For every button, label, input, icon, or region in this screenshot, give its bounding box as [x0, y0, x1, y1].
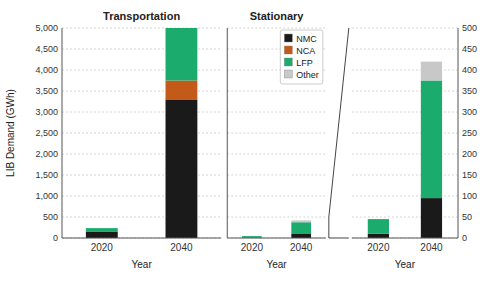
legend-label: Other	[296, 70, 319, 80]
grid-line	[62, 238, 221, 239]
legend-swatch	[284, 58, 292, 66]
y-axis-line	[227, 28, 228, 238]
x-axis-line	[352, 238, 458, 239]
bar-segment	[421, 62, 442, 81]
bar-segment	[291, 234, 311, 238]
y-tick-label: 1,000	[35, 191, 58, 201]
legend-swatch	[284, 34, 292, 42]
bar-segment	[368, 219, 389, 234]
grid-line	[227, 91, 326, 92]
zoom-connector	[329, 28, 349, 238]
grid-line	[352, 49, 458, 50]
x-axis-label: Year	[266, 259, 287, 270]
y-tick-label: 5,000	[35, 23, 58, 33]
bars	[368, 62, 442, 238]
legend-label: NMC	[296, 34, 317, 44]
y-tick-label: 4,000	[35, 65, 58, 75]
legend-label: NCA	[296, 46, 315, 56]
y-axis-line	[62, 28, 63, 238]
y-tick-label: 0	[462, 233, 467, 243]
y-tick-label: 100	[462, 191, 477, 201]
y-tick-label: 500	[43, 212, 58, 222]
bar-segment	[291, 222, 311, 234]
y-tick-label: 400	[462, 65, 477, 75]
y-tick-label: 50	[462, 212, 472, 222]
y-tick-label: 3,000	[35, 107, 58, 117]
y-axis-label: LIB Demand (GWh)	[5, 89, 16, 177]
bar-segment	[421, 81, 442, 199]
bar-segment	[368, 219, 389, 220]
chart-canvas: 05001,0001,5002,0002,5003,0003,5004,0004…	[0, 0, 500, 289]
x-tick-label: 2040	[420, 242, 443, 253]
y-tick-label: 2,500	[35, 128, 58, 138]
legend-swatch	[284, 70, 292, 78]
connector-line	[328, 217, 329, 238]
panel: 0 50 100 150 200 250 300 350 400 450 500 2020 2040 Ye…	[352, 23, 477, 270]
y-axis-line	[458, 28, 459, 238]
panel: 2020 2040 Stationary Year NMC NCA LFP Other	[227, 10, 326, 270]
grid-line	[227, 175, 326, 176]
x-tick-label: 2040	[170, 242, 193, 253]
y-tick-label: 250	[462, 128, 477, 138]
bar-segment	[368, 234, 389, 238]
x-axis-line	[62, 238, 221, 239]
bar-segment	[86, 231, 118, 238]
x-axis-label: Year	[132, 259, 153, 270]
panel: 0 500 1,000 1,500 2,000 2,500 3,000 3,500 4,000 4…	[5, 10, 221, 270]
grid-line	[227, 196, 326, 197]
y-tick-label: 2,000	[35, 149, 58, 159]
bar-segment	[166, 99, 198, 238]
bar-segment	[242, 236, 262, 237]
x-tick-label: 2040	[290, 242, 313, 253]
legend-label: LFP	[296, 58, 313, 68]
bar-segment	[86, 228, 118, 229]
bar-segment	[86, 228, 118, 231]
bars	[242, 220, 311, 238]
y-tick-label: 350	[462, 86, 477, 96]
y-tick-label: 300	[462, 107, 477, 117]
connector-line	[329, 28, 349, 217]
y-tick-label: 200	[462, 149, 477, 159]
bar-segment	[166, 28, 198, 29]
y-tick-label: 150	[462, 170, 477, 180]
panel-title: Stationary	[250, 10, 305, 22]
bar-segment	[166, 81, 198, 100]
connector-line	[329, 238, 349, 239]
grid-line	[352, 28, 458, 29]
grid-line	[227, 133, 326, 134]
y-tick-label: 4,500	[35, 44, 58, 54]
bars	[86, 28, 197, 238]
y-tick-label: 0	[53, 233, 58, 243]
x-axis-label: Year	[395, 259, 416, 270]
y-tick-label: 3,500	[35, 86, 58, 96]
x-tick-label: 2020	[91, 242, 114, 253]
panel-title: Transportation	[103, 10, 180, 22]
grid-line	[352, 238, 458, 239]
bar-segment	[291, 220, 311, 222]
legend-swatch	[284, 46, 292, 54]
y-tick-label: 500	[462, 23, 477, 33]
grid-line	[227, 154, 326, 155]
grid-line	[227, 238, 326, 239]
y-tick-label: 1,500	[35, 170, 58, 180]
x-tick-label: 2020	[367, 242, 390, 253]
grid-line	[227, 112, 326, 113]
bar-segment	[166, 28, 198, 81]
y-tick-label: 450	[462, 44, 477, 54]
grid-line	[227, 28, 326, 29]
bar-segment	[242, 236, 262, 237]
legend-box	[280, 30, 323, 84]
bar-segment	[421, 198, 442, 238]
legend: NMC NCA LFP Other	[280, 30, 323, 84]
grid-line	[227, 217, 326, 218]
x-axis-line	[227, 238, 326, 239]
x-tick-label: 2020	[241, 242, 264, 253]
